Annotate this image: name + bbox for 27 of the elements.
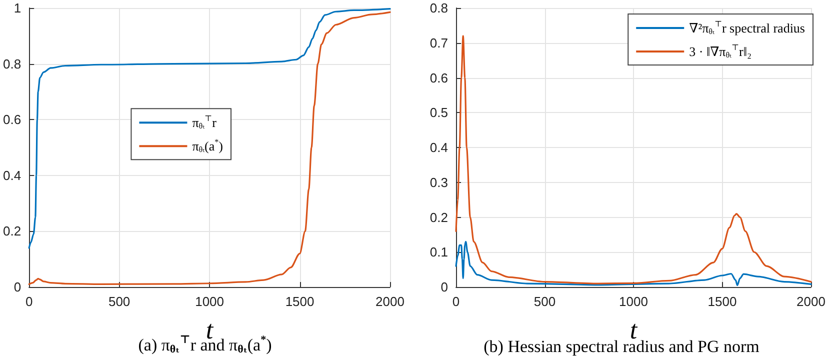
y-tick-label: 0.1 bbox=[430, 244, 448, 260]
y-tick-label: 0.2 bbox=[2, 224, 22, 239]
x-tick-label: 1500 bbox=[285, 294, 314, 309]
y-tick-label: 0.4 bbox=[2, 168, 22, 183]
y-tick-label: 0 bbox=[14, 280, 22, 294]
y-tick-label: 0.8 bbox=[2, 56, 22, 72]
x-tick-label: 500 bbox=[534, 294, 556, 309]
x-tick-label: 1500 bbox=[708, 294, 737, 309]
x-tick-label: 1000 bbox=[619, 294, 648, 309]
x-tick-label: 2000 bbox=[376, 294, 404, 309]
x-tick-label: 0 bbox=[25, 294, 33, 309]
y-tick-label: 0.3 bbox=[430, 174, 448, 190]
y-tick-label: 0.4 bbox=[430, 140, 448, 155]
y-tick-label: 0 bbox=[440, 280, 448, 294]
y-tick-label: 0.5 bbox=[430, 105, 448, 120]
line-series bbox=[455, 35, 812, 284]
y-tick-label: 0.6 bbox=[430, 70, 448, 86]
x-tick-label: 0 bbox=[452, 294, 460, 309]
y-tick-label: 1 bbox=[14, 0, 22, 16]
y-tick-label: 0.2 bbox=[430, 210, 448, 225]
y-tick-label: 0.7 bbox=[430, 35, 448, 50]
x-tick-label: 500 bbox=[108, 294, 130, 309]
y-tick-label: 0.6 bbox=[2, 112, 22, 128]
x-tick-label: 1000 bbox=[195, 294, 224, 309]
x-tick-label: 2000 bbox=[796, 294, 826, 309]
y-tick-label: 0.8 bbox=[430, 0, 448, 16]
x-axis-title: t bbox=[630, 316, 638, 344]
